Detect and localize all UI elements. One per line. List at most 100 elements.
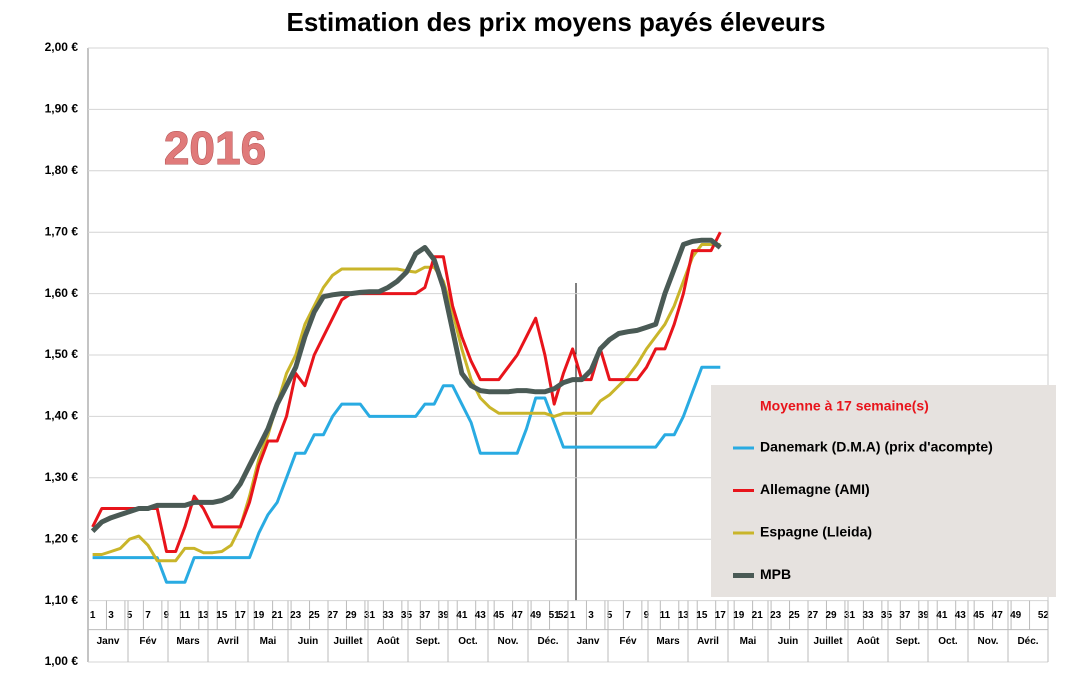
month-label: Déc. xyxy=(1017,636,1038,647)
x-tick-label: 5 xyxy=(127,610,133,621)
x-tick-label: 47 xyxy=(512,610,524,621)
x-tick-label: 31 xyxy=(844,610,856,621)
x-tick-label: 33 xyxy=(382,610,394,621)
x-tick-label: 45 xyxy=(493,610,505,621)
x-tick-label: 52 xyxy=(1038,610,1050,621)
x-tick-label: 25 xyxy=(309,610,321,621)
x-tick-label: 49 xyxy=(1010,610,1022,621)
x-tick-label: 7 xyxy=(145,610,151,621)
month-label: Déc. xyxy=(537,636,558,647)
x-tick-label: 37 xyxy=(899,610,911,621)
x-tick-label: 49 xyxy=(530,610,542,621)
y-tick-label: 1,30 € xyxy=(45,470,79,484)
x-tick-label: 19 xyxy=(253,610,265,621)
x-tick-label: 33 xyxy=(862,610,874,621)
x-tick-label: 11 xyxy=(180,610,191,621)
x-tick-label: 19 xyxy=(733,610,745,621)
legend-label: Espagne (Lleida) xyxy=(760,524,872,540)
month-label: Août xyxy=(377,636,400,647)
month-label: Fév xyxy=(139,636,157,647)
chart-title: Estimation des prix moyens payés éleveur… xyxy=(286,7,825,37)
x-tick-label: 51 xyxy=(549,610,561,621)
month-label: Sept. xyxy=(896,636,921,647)
year-annotation: 2016 xyxy=(164,122,266,174)
x-tick-label: 35 xyxy=(881,610,893,621)
month-label: Nov. xyxy=(498,636,519,647)
x-tick-label: 41 xyxy=(456,610,468,621)
month-label: Juin xyxy=(298,636,319,647)
x-tick-label: 11 xyxy=(660,610,671,621)
month-label: Mai xyxy=(740,636,757,647)
x-tick-label: 29 xyxy=(346,610,358,621)
x-tick-label: 1 xyxy=(570,610,576,621)
legend-label: Danemark (D.M.A) (prix d'acompte) xyxy=(760,439,993,455)
x-tick-label: 23 xyxy=(290,610,302,621)
x-tick-label: 25 xyxy=(789,610,801,621)
x-tick-label: 5 xyxy=(607,610,613,621)
legend-box xyxy=(711,385,1056,597)
x-tick-label: 47 xyxy=(992,610,1004,621)
x-tick-label: 21 xyxy=(752,610,764,621)
y-tick-label: 1,10 € xyxy=(45,593,79,607)
x-tick-label: 17 xyxy=(715,610,727,621)
month-label: Juillet xyxy=(814,636,844,647)
month-label: Avril xyxy=(217,636,239,647)
x-tick-label: 37 xyxy=(419,610,431,621)
y-tick-label: 1,70 € xyxy=(45,224,79,238)
x-tick-label: 3 xyxy=(588,610,594,621)
x-tick-label: 13 xyxy=(198,610,210,621)
x-tick-label: 9 xyxy=(644,610,650,621)
x-tick-label: 15 xyxy=(216,610,228,621)
x-tick-label: 23 xyxy=(770,610,782,621)
y-tick-label: 1,80 € xyxy=(45,163,79,177)
series-line xyxy=(92,365,721,584)
month-label: Août xyxy=(857,636,880,647)
x-tick-label: 31 xyxy=(364,610,376,621)
y-tick-label: 1,50 € xyxy=(45,347,79,361)
x-tick-label: 9 xyxy=(164,610,170,621)
month-label: Oct. xyxy=(458,636,478,647)
x-tick-label: 35 xyxy=(401,610,413,621)
x-tick-label: 7 xyxy=(625,610,631,621)
y-tick-label: 1,90 € xyxy=(45,102,79,116)
y-tick-label: 1,20 € xyxy=(45,531,79,545)
x-tick-label: 41 xyxy=(936,610,948,621)
x-tick-label: 15 xyxy=(696,610,708,621)
y-tick-label: 1,00 € xyxy=(45,654,79,668)
month-label: Mars xyxy=(656,636,680,647)
month-label: Juillet xyxy=(334,636,364,647)
x-tick-label: 3 xyxy=(108,610,114,621)
legend-label: MPB xyxy=(760,566,791,582)
month-label: Nov. xyxy=(978,636,999,647)
x-tick-label: 43 xyxy=(475,610,487,621)
month-label: Sept. xyxy=(416,636,441,647)
month-label: Janv xyxy=(97,636,120,647)
legend-label: Allemagne (AMI) xyxy=(760,481,870,497)
x-tick-label: 17 xyxy=(235,610,247,621)
month-label: Mars xyxy=(176,636,200,647)
y-tick-label: 1,40 € xyxy=(45,409,79,423)
y-tick-label: 1,60 € xyxy=(45,286,79,300)
legend-title: Moyenne à 17 semaine(s) xyxy=(760,398,929,414)
month-label: Fév xyxy=(619,636,637,647)
x-tick-label: 27 xyxy=(327,610,339,621)
x-tick-label: 52 xyxy=(558,610,570,621)
month-label: Juin xyxy=(778,636,799,647)
month-label: Janv xyxy=(577,636,600,647)
month-label: Mai xyxy=(260,636,277,647)
month-label: Oct. xyxy=(938,636,958,647)
x-tick-label: 1 xyxy=(90,610,96,621)
x-tick-label: 43 xyxy=(955,610,967,621)
x-tick-label: 29 xyxy=(826,610,838,621)
y-tick-label: 2,00 € xyxy=(45,40,79,54)
x-tick-label: 13 xyxy=(678,610,690,621)
x-tick-label: 39 xyxy=(438,610,450,621)
month-label: Avril xyxy=(697,636,719,647)
x-tick-label: 39 xyxy=(918,610,930,621)
x-tick-label: 45 xyxy=(973,610,985,621)
x-tick-label: 27 xyxy=(807,610,819,621)
series-line xyxy=(90,237,722,533)
series-line xyxy=(92,243,721,563)
x-tick-label: 21 xyxy=(272,610,284,621)
